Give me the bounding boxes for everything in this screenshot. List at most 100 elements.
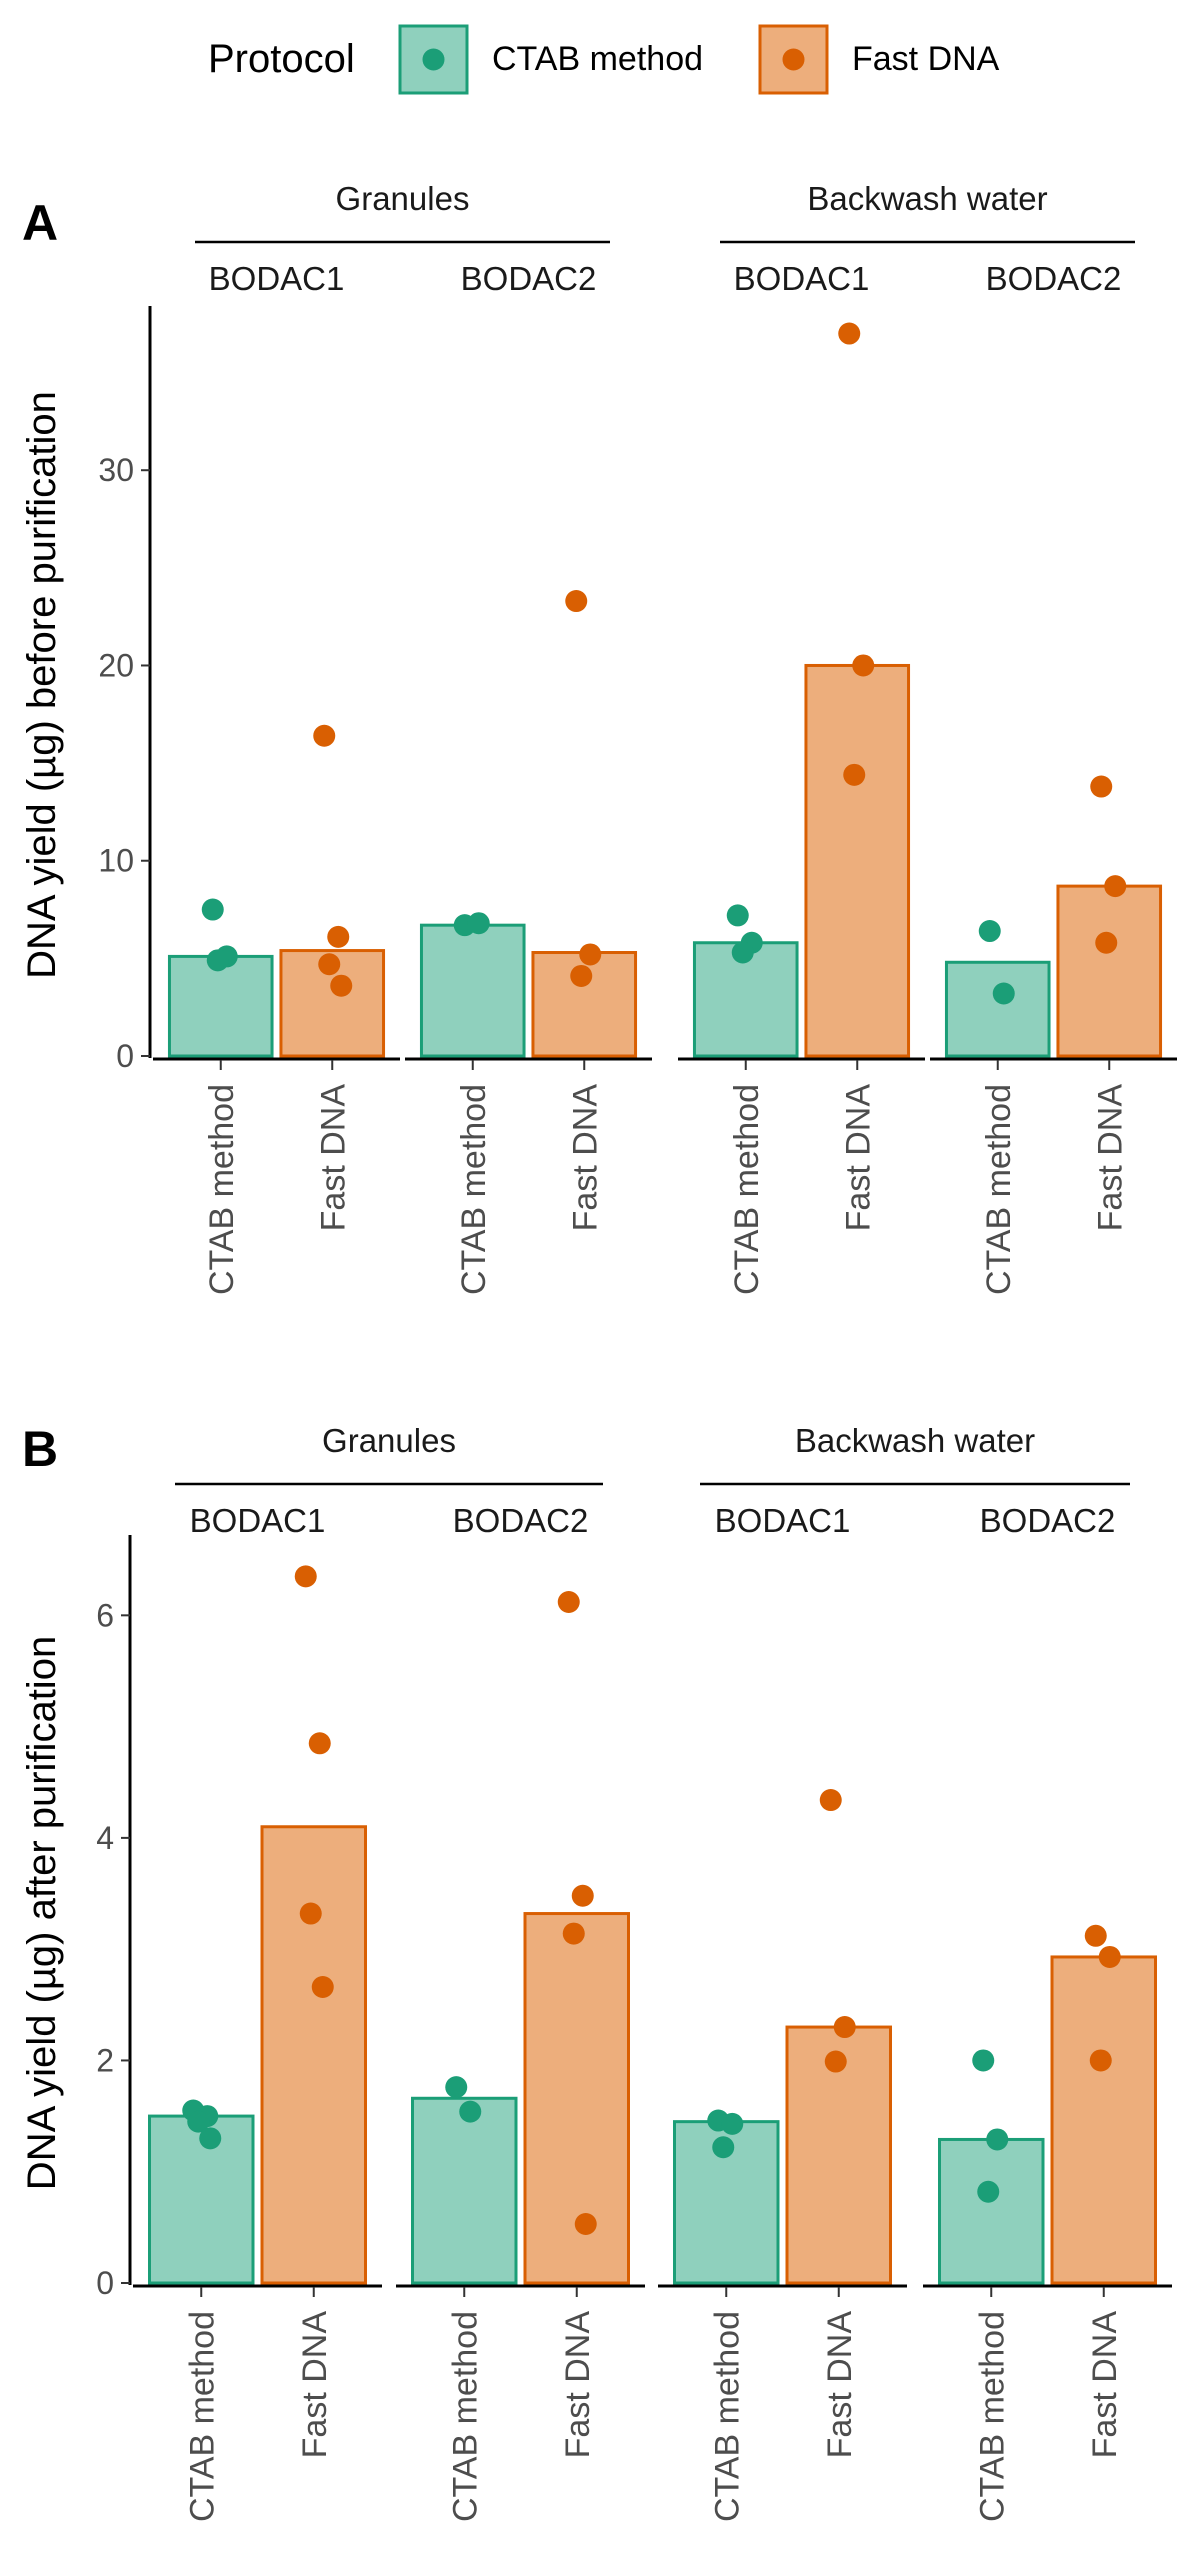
bar (260, 1825, 367, 2285)
group-strip-label: Backwash water (807, 180, 1047, 217)
legend-label-fastdna: Fast DNA (852, 40, 1000, 78)
data-point (311, 1976, 334, 1998)
data-point (986, 2128, 1009, 2151)
y-tick-label: 6 (96, 1597, 114, 1633)
data-point (977, 2180, 1000, 2203)
bar (1056, 884, 1163, 1058)
x-tick-label: Fast DNA (1091, 1084, 1129, 1232)
legend-label-ctab: CTAB method (492, 40, 703, 78)
legend: Protocol CTAB method Fast DNA (208, 24, 1000, 95)
panel-tag: B (22, 1421, 58, 1477)
data-point (1098, 1945, 1121, 1968)
data-point (726, 904, 749, 927)
subgroup-strip-label: BODAC1 (715, 1502, 851, 1539)
x-tick-label: CTAB method (973, 2311, 1011, 2522)
x-tick-label: Fast DNA (314, 1084, 352, 1232)
x-tick-label: CTAB method (446, 2311, 484, 2522)
data-point (852, 654, 875, 677)
data-point (206, 949, 229, 972)
data-point (318, 953, 341, 976)
y-tick-label: 0 (96, 2265, 114, 2301)
panel-b: B DNA yield (µg) after purification 0 2 4 6 Gr… (20, 1421, 1172, 2522)
y-tick-label: 4 (96, 1820, 114, 1856)
subgroup-strip-label: BODAC2 (453, 1502, 589, 1539)
y-axis-label: DNA yield (µg) after purification (20, 1636, 64, 2190)
panel-tag: A (22, 195, 58, 251)
data-point (574, 2213, 597, 2236)
data-point (824, 2050, 847, 2073)
data-point (579, 943, 602, 966)
subgroup-strip-label: BODAC2 (461, 260, 597, 297)
x-tick-label: CTAB method (728, 1084, 766, 1295)
subgroup-strip-label: BODAC1 (734, 260, 870, 297)
data-point (978, 920, 1001, 943)
data-point (1104, 875, 1127, 898)
bar (419, 923, 526, 1058)
data-point (731, 941, 754, 964)
y-axis-label: DNA yield (µg) before purification (20, 391, 64, 979)
y-tick-label: 2 (96, 2042, 114, 2078)
bar (692, 941, 799, 1058)
data-point (972, 2049, 995, 2072)
bar (1050, 1955, 1157, 2285)
x-tick-label: CTAB method (203, 1084, 241, 1295)
data-point (570, 964, 593, 987)
bar (938, 2137, 1045, 2285)
data-point (565, 590, 588, 613)
data-point (1089, 2049, 1112, 2072)
data-point (327, 925, 350, 948)
data-point (721, 2112, 744, 2135)
data-point (1090, 775, 1113, 798)
legend-key-fastdna-point (782, 48, 805, 71)
subgroup-strip-label: BODAC2 (980, 1502, 1116, 1539)
x-tick-label: Fast DNA (566, 1084, 604, 1232)
x-tick-label: Fast DNA (1086, 2311, 1124, 2459)
data-point (843, 763, 866, 786)
y-tick-label: 0 (116, 1038, 134, 1074)
data-point (445, 2076, 468, 2099)
data-point (294, 1565, 317, 1588)
data-point (838, 322, 861, 345)
subgroup-strip-label: BODAC1 (209, 260, 345, 297)
group-strip-label: Backwash water (795, 1422, 1035, 1459)
bar (167, 954, 274, 1058)
x-tick-label: Fast DNA (821, 2311, 859, 2459)
y-tick-label: 20 (98, 647, 134, 683)
subgroup-strip-label: BODAC2 (986, 260, 1122, 297)
y-tick-label: 30 (98, 452, 134, 488)
data-point (299, 1902, 322, 1925)
legend-key-ctab-point (422, 48, 445, 71)
x-tick-label: Fast DNA (296, 2311, 334, 2459)
data-point (557, 1590, 580, 1613)
x-tick-label: Fast DNA (559, 2311, 597, 2459)
data-point (313, 724, 336, 747)
data-point (467, 912, 490, 935)
bar (804, 663, 911, 1058)
data-point (330, 974, 353, 997)
data-point (1084, 1924, 1107, 1947)
panel-a: A DNA yield (µg) before purification 0 10 20… (20, 180, 1177, 1295)
group-strip-label: Granules (322, 1422, 456, 1459)
x-tick-label: Fast DNA (839, 1084, 877, 1232)
legend-title: Protocol (208, 37, 355, 81)
subgroup-strip-label: BODAC1 (190, 1502, 326, 1539)
data-point (992, 982, 1015, 1005)
group-strip-label: Granules (336, 180, 470, 217)
data-point (459, 2100, 482, 2123)
y-tick-label: 10 (98, 843, 134, 879)
data-point (571, 1884, 594, 1907)
data-point (1095, 931, 1118, 954)
legend-key-ctab (398, 24, 469, 95)
x-tick-label: CTAB method (708, 2311, 746, 2522)
bar (944, 960, 1051, 1058)
data-point (819, 1789, 842, 1812)
data-point (199, 2127, 222, 2150)
bar (411, 2096, 518, 2285)
data-point (201, 898, 224, 921)
x-tick-label: CTAB method (183, 2311, 221, 2522)
x-tick-label: CTAB method (980, 1084, 1018, 1295)
data-point (187, 2110, 210, 2133)
x-tick-label: CTAB method (455, 1084, 493, 1295)
data-point (562, 1922, 585, 1945)
